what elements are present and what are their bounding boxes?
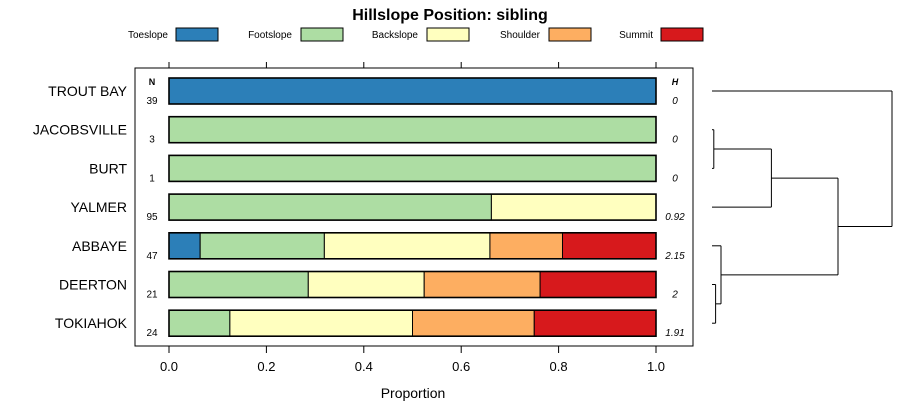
- row-burt: BURT 1 0: [89, 154, 678, 184]
- bar-segment-summit: [539, 271, 657, 298]
- bar-segment-backslope: [307, 271, 425, 298]
- chart-title: Hillslope Position: sibling: [352, 7, 548, 24]
- row-jacobsville: JACOBSVILLE 3 0: [33, 115, 678, 146]
- bar-segment-footslope: [168, 193, 492, 221]
- h-value: 0: [672, 173, 678, 184]
- row-label: JACOBSVILLE: [33, 122, 127, 138]
- legend: Toeslope Footslope Backslope Shoulder Summit: [128, 27, 704, 42]
- h-value: 0: [672, 135, 678, 146]
- bar-outline: [168, 115, 657, 144]
- x-tick-label: 0.6: [452, 359, 470, 374]
- legend-label-summit: Summit: [619, 30, 653, 41]
- legend-label-toeslope: Toeslope: [128, 30, 168, 41]
- x-axis: 0.0 0.2 0.4 0.6 0.8 1.0: [160, 346, 665, 374]
- legend-swatch-shoulder: [548, 27, 592, 42]
- n-value: 39: [146, 96, 158, 107]
- n-value: 47: [146, 251, 158, 262]
- bar-segment-toeslope: [168, 232, 201, 260]
- bar-segment-shoulder: [412, 309, 535, 337]
- bar-segment-footslope: [168, 271, 309, 298]
- bar-segment-backslope: [490, 193, 657, 221]
- n-value: 95: [146, 212, 158, 223]
- bar-outline: [168, 309, 657, 338]
- h-value: 1.91: [665, 328, 684, 339]
- row-abbaye: ABBAYE 47 2.15: [72, 232, 685, 262]
- bar-outline: [168, 154, 657, 183]
- legend-swatch-backslope: [426, 27, 470, 42]
- n-value: 3: [149, 135, 155, 146]
- row-label: TROUT BAY: [48, 83, 127, 99]
- legend-label-backslope: Backslope: [372, 30, 419, 41]
- bar-segment-backslope: [229, 309, 413, 337]
- bar-segment-footslope: [199, 232, 325, 260]
- x-tick-label: 1.0: [647, 359, 665, 374]
- h-value: 2: [671, 290, 678, 301]
- row-trout-bay: TROUT BAY 39 0: [48, 77, 678, 107]
- legend-swatch-footslope: [300, 27, 344, 42]
- bar-outline: [168, 193, 657, 221]
- row-tokiahok: TOKIAHOK 24 1.91: [55, 309, 685, 339]
- x-tick-label: 0.2: [257, 359, 275, 374]
- row-label: YALMER: [70, 199, 127, 215]
- row-yalmer: YALMER 95 0.92: [70, 193, 685, 223]
- x-axis-label: Proportion: [381, 385, 446, 401]
- h-value: 0.92: [665, 212, 685, 223]
- bar-segment-shoulder: [489, 232, 563, 260]
- bar-rows: TROUT BAY 39 0 JACOBSVILLE 3 0 BURT 1 0 YALMER 95 0…: [33, 77, 685, 339]
- row-label: DEERTON: [59, 277, 127, 293]
- x-tick-label: 0.0: [160, 359, 178, 374]
- bar-segment-shoulder: [423, 271, 541, 298]
- legend-label-footslope: Footslope: [248, 30, 292, 41]
- bar-segment-footslope: [168, 309, 231, 337]
- bar-segment-footslope: [168, 116, 657, 144]
- row-label: ABBAYE: [72, 238, 127, 254]
- x-tick-label: 0.8: [550, 359, 568, 374]
- h-value: 2.15: [664, 251, 685, 262]
- bar-outline: [168, 77, 657, 105]
- n-column-header: N: [149, 77, 156, 87]
- row-deerton: DEERTON 21 2: [59, 270, 678, 301]
- row-label: BURT: [89, 160, 127, 176]
- n-value: 1: [149, 173, 155, 184]
- bar-outline: [168, 270, 657, 299]
- row-label: TOKIAHOK: [55, 315, 128, 331]
- n-value: 21: [146, 290, 158, 301]
- legend-swatch-toeslope: [175, 27, 219, 42]
- bar-segment-toeslope: [168, 77, 657, 105]
- h-column-header: H: [672, 77, 679, 87]
- x-tick-label: 0.4: [355, 359, 373, 374]
- top-axis-ticks: [168, 62, 657, 68]
- bar-segment-summit: [533, 309, 657, 337]
- dendrogram: [712, 90, 893, 324]
- h-value: 0: [672, 96, 678, 107]
- plot-frame: [134, 67, 694, 347]
- bar-segment-backslope: [323, 232, 491, 260]
- bar-segment-footslope: [168, 154, 657, 182]
- bar-outline: [168, 232, 657, 260]
- n-value: 24: [146, 328, 158, 339]
- legend-label-shoulder: Shoulder: [500, 30, 541, 41]
- legend-swatch-summit: [660, 27, 704, 42]
- bar-segment-summit: [561, 232, 657, 260]
